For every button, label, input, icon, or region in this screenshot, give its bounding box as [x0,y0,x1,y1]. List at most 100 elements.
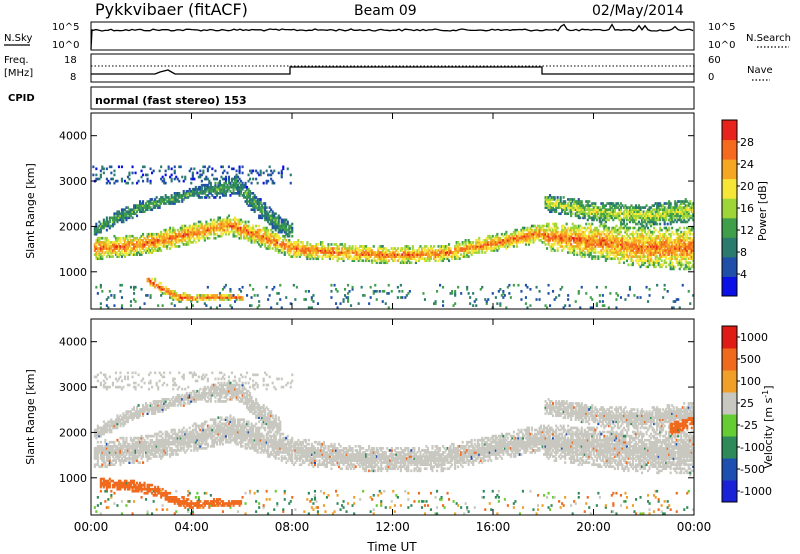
range-cell [431,253,434,256]
range-cell [613,245,617,248]
range-cell [267,228,270,232]
range-cell [234,175,237,179]
range-cell [188,298,191,301]
range-cell [218,304,222,307]
range-cell [615,234,618,238]
range-cell [665,241,668,244]
range-cell [232,177,235,181]
range-cell [659,214,662,218]
range-cell [102,222,105,226]
range-cell [200,230,203,234]
range-cell [196,226,199,230]
range-cell [291,222,294,226]
range-cell [256,241,259,244]
range-cell [638,234,641,238]
range-cell [187,239,190,242]
range-cell [668,212,671,216]
range-cell [131,216,134,220]
range-cell [99,241,102,244]
range-cell [431,247,434,250]
range-cell [259,216,262,220]
range-cell [481,249,484,252]
range-cell [381,253,384,256]
range-cell [509,241,512,244]
range-cell [366,251,369,254]
range-cell [212,190,216,193]
range-cell [677,234,680,238]
range-cell [173,292,176,295]
range-cell [633,251,636,254]
range-cell [488,243,491,246]
range-cell [238,220,241,224]
range-cell [152,236,155,240]
range-cell [619,220,623,224]
range-cell [457,255,460,258]
range-cell [527,234,531,238]
range-cell [243,228,246,232]
range-cell [411,255,414,258]
range-cell [576,204,579,207]
range-cell [172,294,175,297]
range-cell [390,290,393,293]
range-cell [226,187,229,191]
range-cell [155,283,158,287]
range-cell [347,253,350,256]
range-cell [571,249,574,252]
range-cell [307,255,310,258]
range-cell [613,230,617,234]
range-cell [181,200,184,203]
range-cell [636,228,639,232]
range-cell [274,239,277,242]
range-cell [665,210,668,214]
range-cell [604,245,607,248]
range-cell [256,234,259,238]
range-cell [618,228,621,232]
range-cell [227,218,231,222]
range-cell [166,292,169,295]
range-cell [137,179,140,183]
range-cell [142,239,145,242]
range-cell [110,294,113,297]
range-cell [173,192,176,195]
range-cell [126,243,130,246]
range-cell [651,218,654,222]
range-cell [466,255,469,258]
range-cell [271,232,274,236]
range-cell [433,251,436,254]
range-cell [267,216,270,220]
station-title: Pykkvibaer (fitACF) [95,0,248,19]
range-cell [648,288,651,291]
range-cell [503,245,506,248]
range-cell [589,253,592,256]
range-cell [567,243,570,246]
range-cell [565,236,568,240]
range-cell [169,236,172,240]
range-cell [322,245,326,248]
range-cell [527,239,531,242]
range-cell [258,243,261,246]
range-cell [120,214,124,218]
range-cell [443,249,446,252]
range-cell [142,204,145,207]
range-cell [499,239,502,242]
range-cell [631,216,635,220]
range-cell [297,253,300,256]
range-cell [345,251,348,254]
range-cell [280,218,283,222]
range-cell [333,255,336,258]
range-cell [663,232,666,236]
range-cell [304,290,307,293]
range-cell [238,190,241,193]
range-cell [203,185,206,189]
range-cell [647,239,650,242]
range-cell [562,230,565,234]
range-cell [616,206,620,209]
range-cell [167,292,170,295]
range-cell [206,185,209,189]
range-cell [330,283,333,287]
range-cell [607,232,610,236]
range-cell [321,241,324,244]
range-cell [678,232,681,236]
range-cell [125,245,128,248]
range-cell [457,249,460,252]
